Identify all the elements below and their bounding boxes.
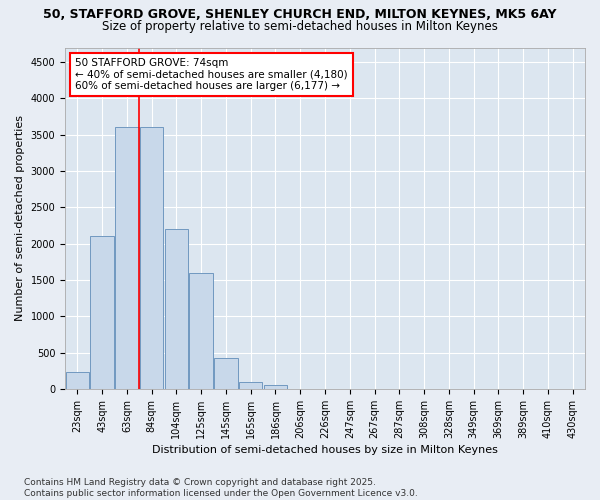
Bar	[190, 272, 213, 389]
Text: Size of property relative to semi-detached houses in Milton Keynes: Size of property relative to semi-detach…	[102, 20, 498, 33]
X-axis label: Distribution of semi-detached houses by size in Milton Keynes: Distribution of semi-detached houses by …	[152, 445, 498, 455]
Bar	[264, 385, 287, 389]
Bar	[239, 382, 262, 389]
Text: 50 STAFFORD GROVE: 74sqm
← 40% of semi-detached houses are smaller (4,180)
60% o: 50 STAFFORD GROVE: 74sqm ← 40% of semi-d…	[76, 58, 348, 91]
Bar	[91, 236, 114, 389]
Y-axis label: Number of semi-detached properties: Number of semi-detached properties	[15, 115, 25, 321]
Bar	[115, 128, 139, 389]
Bar	[214, 358, 238, 389]
Bar	[65, 372, 89, 389]
Bar	[164, 229, 188, 389]
Text: Contains HM Land Registry data © Crown copyright and database right 2025.
Contai: Contains HM Land Registry data © Crown c…	[24, 478, 418, 498]
Bar	[140, 128, 163, 389]
Text: 50, STAFFORD GROVE, SHENLEY CHURCH END, MILTON KEYNES, MK5 6AY: 50, STAFFORD GROVE, SHENLEY CHURCH END, …	[43, 8, 557, 20]
